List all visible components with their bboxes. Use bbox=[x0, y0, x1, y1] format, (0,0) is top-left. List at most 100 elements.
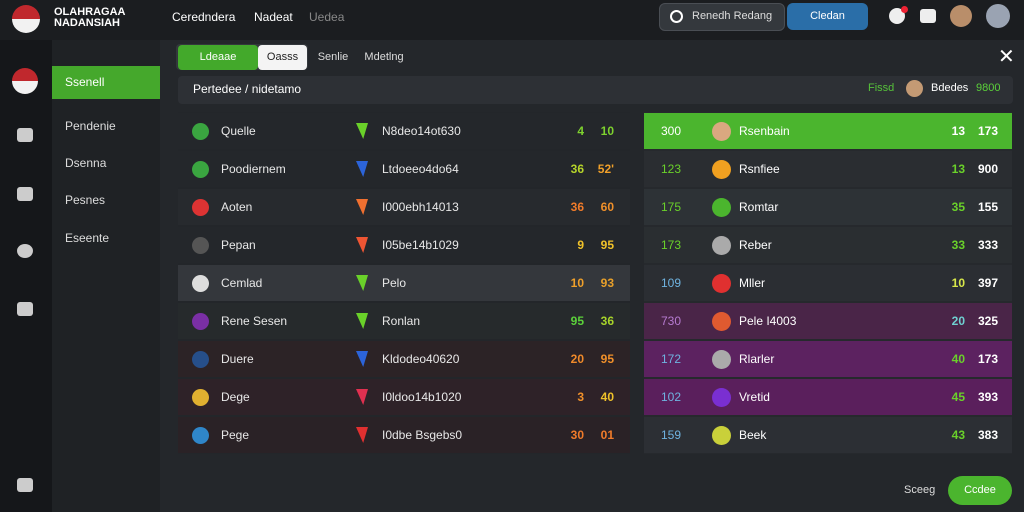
nav-icon[interactable] bbox=[17, 187, 33, 201]
stat-a: 10 bbox=[951, 276, 965, 290]
table-row[interactable]: 730 Pele I4003 20 325 bbox=[644, 303, 1012, 339]
nav-link[interactable]: Uedea bbox=[309, 10, 345, 24]
stat-b: 10 bbox=[600, 124, 614, 138]
stat-b: 325 bbox=[977, 314, 998, 328]
flag-icon[interactable] bbox=[12, 68, 38, 94]
footer-button[interactable]: Ccdee bbox=[948, 476, 1012, 505]
player-icon bbox=[712, 274, 731, 293]
table-row[interactable]: 300 Rsenbain 13 173 bbox=[644, 113, 1012, 149]
notification-dot bbox=[901, 6, 908, 13]
player-icon bbox=[712, 388, 731, 407]
player-icon bbox=[712, 236, 731, 255]
nav-link[interactable]: Nadeat bbox=[254, 10, 293, 24]
table-row[interactable]: 173 Reber 33 333 bbox=[644, 227, 1012, 263]
player-name: Duere bbox=[221, 352, 254, 366]
player-name: Rsenbain bbox=[739, 124, 790, 138]
club-code: Ltdoeeo4do64 bbox=[382, 162, 459, 176]
logo-line: OLAHRAGAA bbox=[54, 6, 126, 18]
menu-item[interactable]: Pesnes bbox=[65, 193, 106, 207]
stat-b: 383 bbox=[977, 428, 998, 442]
panel-header bbox=[178, 76, 1013, 104]
player-name: Vretid bbox=[739, 390, 770, 404]
player-icon bbox=[712, 122, 731, 141]
table-row[interactable]: Duere Kldodeo40620 20 95 bbox=[178, 341, 630, 377]
table-row[interactable]: Quelle N8deo14ot630 4 10 bbox=[178, 113, 630, 149]
menu-item[interactable]: Pendenie bbox=[65, 119, 116, 133]
nav-icon[interactable] bbox=[17, 302, 33, 316]
player-name: Cemlad bbox=[221, 276, 263, 290]
player-name: Aoten bbox=[221, 200, 253, 214]
player-icon bbox=[712, 198, 731, 217]
tab[interactable]: Senlie bbox=[317, 51, 349, 63]
avatar[interactable] bbox=[986, 4, 1010, 28]
search-icon bbox=[670, 10, 683, 23]
table-row[interactable]: Pege I0dbe Bsgebs0 30 01 bbox=[178, 417, 630, 453]
table-row[interactable]: 159 Beek 43 383 bbox=[644, 417, 1012, 453]
table-row[interactable]: Dege I0ldoo14b1020 3 40 bbox=[178, 379, 630, 415]
balance-value: 9800 bbox=[976, 82, 1001, 94]
player-name: Rsnfiee bbox=[739, 162, 780, 176]
stat-a: 36 bbox=[570, 162, 584, 176]
stat-b: 40 bbox=[600, 390, 614, 404]
avatar[interactable] bbox=[950, 5, 972, 27]
stat-a: 13 bbox=[951, 162, 965, 176]
notification-icon[interactable] bbox=[889, 8, 905, 24]
club-icon bbox=[356, 275, 368, 291]
club-icon bbox=[356, 389, 368, 405]
stat-b: 95 bbox=[600, 352, 614, 366]
team-icon bbox=[192, 427, 209, 444]
club-code: I000ebh14013 bbox=[382, 200, 459, 214]
player-name: Pege bbox=[221, 428, 250, 442]
menu-item[interactable]: Eseente bbox=[65, 231, 110, 245]
header-button[interactable]: Cledan bbox=[787, 3, 868, 30]
rank: 175 bbox=[661, 200, 682, 214]
table-row[interactable]: 172 Rlarler 40 173 bbox=[644, 341, 1012, 377]
club-code: I0ldoo14b1020 bbox=[382, 390, 462, 404]
table-row[interactable]: Pepan I05be14b1029 9 95 bbox=[178, 227, 630, 263]
stat-b: 900 bbox=[977, 162, 998, 176]
table-row[interactable]: 102 Vretid 45 393 bbox=[644, 379, 1012, 415]
team-icon bbox=[192, 389, 209, 406]
stat-a: 9 bbox=[577, 238, 584, 252]
table-row[interactable]: 109 Mller 10 397 bbox=[644, 265, 1012, 301]
table-row[interactable]: Aoten I000ebh14013 36 60 bbox=[178, 189, 630, 225]
table-row[interactable]: 123 Rsnfiee 13 900 bbox=[644, 151, 1012, 187]
nav-icon[interactable] bbox=[17, 478, 33, 492]
nav-icon[interactable] bbox=[17, 244, 33, 258]
club-icon bbox=[356, 313, 368, 329]
team-icon bbox=[192, 313, 209, 330]
player-name: Poodiernem bbox=[221, 162, 286, 176]
rank: 123 bbox=[661, 162, 682, 176]
club-code: N8deo14ot630 bbox=[382, 124, 461, 138]
stat-a: 45 bbox=[951, 390, 965, 404]
club-icon bbox=[356, 351, 368, 367]
player-name: Rene Sesen bbox=[221, 314, 288, 328]
stat-a: 10 bbox=[570, 276, 584, 290]
chat-icon[interactable] bbox=[920, 9, 936, 23]
club-icon bbox=[356, 123, 368, 139]
stat-a: 36 bbox=[570, 200, 584, 214]
search-box[interactable]: Renedh Redang bbox=[659, 3, 785, 31]
club-code: I05be14b1029 bbox=[382, 238, 459, 252]
search-placeholder: Renedh Redang bbox=[692, 10, 773, 22]
table-row[interactable]: 175 Romtar 35 155 bbox=[644, 189, 1012, 225]
table-row[interactable]: Cemlad Pelo 10 93 bbox=[178, 265, 630, 301]
filter-link[interactable]: Fissd bbox=[868, 82, 895, 94]
table-row[interactable]: Rene Sesen Ronlan 95 36 bbox=[178, 303, 630, 339]
team-icon bbox=[192, 275, 209, 292]
tab[interactable]: Mdetlng bbox=[364, 51, 404, 63]
menu-item[interactable]: Ssenell bbox=[52, 66, 160, 99]
table-row[interactable]: Poodiernem Ltdoeeo4do64 36 52' bbox=[178, 151, 630, 187]
nav-icon[interactable] bbox=[17, 128, 33, 142]
stat-b: 155 bbox=[977, 200, 998, 214]
nav-link[interactable]: Ceredndera bbox=[172, 10, 236, 24]
stat-a: 4 bbox=[577, 124, 584, 138]
stat-b: 397 bbox=[977, 276, 998, 290]
footer-link[interactable]: Sceeg bbox=[904, 484, 936, 496]
tab[interactable]: Ldeaae bbox=[178, 45, 258, 70]
tab[interactable]: Oasss bbox=[258, 45, 307, 70]
player-icon bbox=[712, 350, 731, 369]
close-button[interactable]: ✕ bbox=[998, 46, 1015, 68]
menu-item[interactable]: Dsenna bbox=[65, 156, 107, 170]
